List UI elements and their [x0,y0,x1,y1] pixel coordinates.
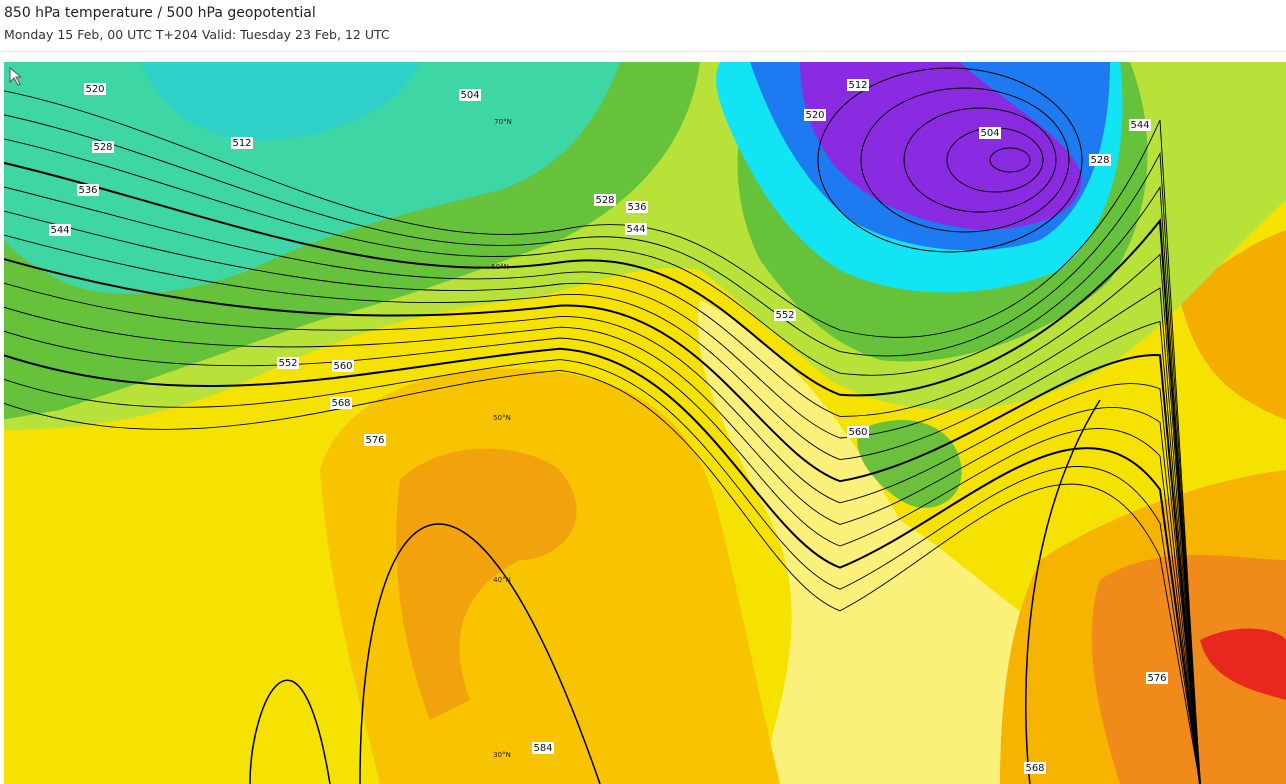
contour-line [4,161,1201,784]
label-background [625,223,647,235]
label-background [459,89,481,101]
label-background [532,742,554,754]
contour-line [4,306,1201,784]
contour-label: 512 [232,138,251,149]
map-subtitle: Monday 15 Feb, 00 UTC T+204 Valid: Tuesd… [4,27,390,42]
map-labels: 520 528 536 544 504 512 552 560 568 576 584 528 536 5… [49,79,1168,774]
contour-line [249,679,331,784]
latitude-label: 70°N [494,118,512,126]
contour-label: 544 [626,224,645,235]
cursor-icon [9,66,23,86]
contour-line [4,234,1201,784]
label-background [804,109,826,121]
label-background [49,224,71,236]
contour-line [4,258,1201,784]
label-background [847,79,869,91]
label-background [92,141,114,153]
weather-map: 520 528 536 544 504 512 552 560 568 576 584 528 536 5… [4,62,1286,784]
contour-label: 528 [1090,155,1109,166]
contour-label: 512 [848,80,867,91]
separator [0,51,1286,52]
contour-label: 560 [848,427,867,438]
contour-label: 584 [533,743,552,754]
label-background [626,201,648,213]
contour-label: 504 [460,90,479,101]
contour-label: 544 [50,225,69,236]
contour-label: 576 [1147,673,1166,684]
contour-line [989,147,1031,173]
contour-line [4,210,1201,784]
temperature-field [4,62,1286,784]
contour-label: 568 [331,398,350,409]
label-background [84,83,106,95]
contour-line [4,186,1201,784]
contour-line [4,282,1201,784]
contour-line [4,369,1201,784]
label-background [1089,154,1111,166]
label-background [277,357,299,369]
label-background [1146,672,1168,684]
contour-line [4,90,1201,784]
contour-line [359,523,601,784]
contour-label: 520 [805,110,824,121]
latitude-label: 50°N [493,414,511,422]
contour-label: 520 [85,84,104,95]
label-background [1024,762,1046,774]
label-background [979,127,1001,139]
contour-line [903,107,1057,213]
contour-label: 536 [78,185,97,196]
label-background [77,184,99,196]
label-background [332,360,354,372]
label-background [847,426,869,438]
contour-label: 544 [1130,120,1149,131]
contour-label: 576 [365,435,384,446]
contour-label: 528 [595,195,614,206]
geopotential-contours [4,67,1201,784]
latitude-label: 40°N [493,576,511,584]
contour-label: 560 [333,361,352,372]
contour-line [4,347,1201,784]
latitude-label: 30°N [493,751,511,759]
label-background [594,194,616,206]
contour-line [860,87,1070,233]
contour-line [4,359,1201,784]
contour-line [4,330,1201,784]
contour-line [4,114,1201,784]
contour-label: 528 [93,142,112,153]
contour-label: 568 [1025,763,1044,774]
label-background [1129,119,1151,131]
contour-label: 504 [980,128,999,139]
contour-line [4,138,1201,784]
label-background [330,397,352,409]
latitude-label: 60°N [491,263,509,271]
contour-label: 536 [627,202,646,213]
contour-line [817,67,1083,253]
label-background [231,137,253,149]
contour-label: 552 [278,358,297,369]
label-background [364,434,386,446]
map-title: 850 hPa temperature / 500 hPa geopotenti… [4,5,316,21]
label-background [774,309,796,321]
contour-label: 552 [775,310,794,321]
